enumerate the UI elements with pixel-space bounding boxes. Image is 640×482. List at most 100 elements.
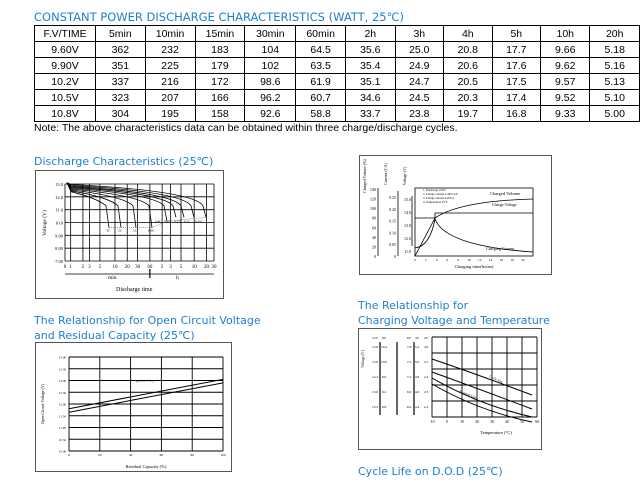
curve-label: 0.17C bbox=[174, 220, 183, 224]
x-tick: 20 bbox=[475, 420, 479, 424]
x-tick: 40 bbox=[129, 453, 133, 457]
h-label: h bbox=[176, 275, 179, 281]
tick: 12.0 bbox=[404, 236, 411, 241]
x-tick: 5 bbox=[180, 265, 183, 270]
y-tick: 10.00 bbox=[59, 450, 67, 454]
table-cell: 5.16 bbox=[589, 57, 640, 74]
voltage-tick: 15.6 bbox=[372, 345, 378, 349]
x-tick: 30 bbox=[212, 265, 218, 270]
x-tick: 8 bbox=[457, 258, 459, 262]
table-cell: 172 bbox=[194, 73, 246, 90]
voltage-tick: 4.8 bbox=[415, 375, 420, 379]
table-cell: 337 bbox=[95, 73, 146, 90]
cutoff-line bbox=[109, 217, 207, 228]
table-cell: 16.8 bbox=[491, 105, 542, 122]
y-tick: 7.00 bbox=[55, 259, 64, 264]
column-head: 4V bbox=[415, 336, 420, 340]
y-tick: 12.50 bbox=[59, 391, 67, 395]
x-tick: 50 bbox=[520, 420, 524, 424]
voltage-tick: 7.5 bbox=[407, 360, 412, 364]
discharge-curve bbox=[66, 182, 168, 222]
table-cell: 9.57 bbox=[540, 73, 591, 90]
x-tick: 30 bbox=[135, 265, 141, 270]
x-tick: 0 bbox=[68, 453, 70, 457]
float-upper bbox=[431, 377, 533, 418]
discharge-curve bbox=[66, 182, 177, 218]
discharge-title: Discharge Characteristics (25℃) bbox=[34, 155, 214, 168]
tick: 0.15 bbox=[389, 219, 396, 224]
column-head: 2V bbox=[424, 336, 429, 340]
table-row: 9.60V 362 232 183 104 64.5 35.6 25.0 20.8 17.7 9.6… bbox=[33, 41, 640, 58]
voltage-tick: 7.2 bbox=[407, 375, 412, 379]
x-tick: 2 bbox=[161, 265, 164, 270]
cycle-lower bbox=[431, 371, 533, 410]
band-label: Floating Use bbox=[459, 389, 478, 400]
column-head: 12V bbox=[372, 336, 379, 340]
x-axis-label: Temperature (°C) bbox=[480, 430, 512, 435]
table-cell: 216 bbox=[144, 73, 196, 90]
y-tick: 8.00 bbox=[55, 246, 64, 251]
tick: 140 bbox=[370, 187, 376, 192]
table-cell: 60.7 bbox=[295, 89, 347, 106]
x-axis-label: Discharge time bbox=[116, 287, 153, 293]
condition: 3. Charge current 0.20CA bbox=[423, 196, 455, 200]
column-head: 6V bbox=[407, 336, 412, 340]
tick: 100 bbox=[370, 206, 376, 211]
tick: 14.0 bbox=[404, 210, 411, 215]
tick: 0 bbox=[394, 254, 396, 259]
row-voltage: 10.8V bbox=[33, 105, 97, 122]
tick: 15.0 bbox=[404, 197, 411, 202]
tick: 20 bbox=[372, 244, 376, 249]
column-header: 3h bbox=[394, 25, 445, 42]
ocv-title-line2: and Residual Capacity (25℃) bbox=[34, 329, 195, 342]
column-header: 10h bbox=[540, 25, 591, 42]
band-label: Cycle Use bbox=[489, 374, 504, 384]
x-tick: 6 bbox=[447, 258, 449, 262]
y-tick: 13.50 bbox=[59, 367, 67, 371]
table-row: 10.8V 304 195 158 92.6 58.8 33.7 23.8 19.7 16.8 9.… bbox=[33, 105, 640, 122]
column-header: 60min bbox=[295, 25, 347, 42]
table-cell: 183 bbox=[194, 41, 246, 58]
table-cell: 24.9 bbox=[394, 57, 445, 74]
tick: 120 bbox=[370, 197, 376, 202]
voltage-tick: 15.0 bbox=[372, 360, 378, 364]
cycle-life-title: Cycle Life on D.O.D (25℃) bbox=[358, 465, 503, 478]
ocv-chart: 14.00 13.50 13.00 12.50 12.00 11.50 11.00 10.50… bbox=[35, 342, 232, 472]
axis-title: Current (CA) bbox=[383, 163, 388, 185]
x-tick: 60 bbox=[535, 420, 539, 424]
discharge-chart-svg: 13.012.011.010.09.008.007.000 1 2 3 5 10 20 30 6… bbox=[41, 182, 218, 293]
ocv-upper-line bbox=[68, 378, 224, 410]
table-cell: 17.5 bbox=[491, 73, 542, 90]
y-tick: 10.0 bbox=[55, 221, 64, 226]
table-cell: 20.8 bbox=[443, 41, 493, 58]
y-tick: 11.00 bbox=[59, 426, 66, 430]
y-tick: 13.0 bbox=[55, 182, 64, 187]
table-cell: 5.18 bbox=[589, 41, 640, 58]
y-axis-label: Voltage (V) bbox=[361, 349, 365, 367]
x-tick: 12 bbox=[478, 258, 482, 262]
voltage-label: Charge Voltage bbox=[492, 202, 517, 207]
voltage-tick: 4.4 bbox=[415, 405, 420, 409]
voltage-tick: 4.6 bbox=[415, 390, 420, 394]
y-tick: 12.0 bbox=[55, 195, 64, 200]
y-tick: 11.0 bbox=[55, 208, 63, 213]
table-cell: 19.7 bbox=[443, 105, 493, 122]
voltage-tick: 13.8 bbox=[372, 390, 378, 394]
table-row: 10.2V 337 216 172 98.6 61.9 35.1 24.7 20.5 17.5 9.… bbox=[33, 73, 640, 90]
table-cell: 24.5 bbox=[394, 89, 445, 106]
tick: 11.0 bbox=[404, 249, 411, 254]
tick: 13.0 bbox=[404, 223, 411, 228]
voltage-tick: 7.8 bbox=[407, 345, 412, 349]
table-cell: 351 bbox=[95, 57, 146, 74]
table-cell: 58.8 bbox=[295, 105, 347, 122]
curve-label: 0.1C bbox=[184, 220, 191, 224]
axis-title: Voltage (V) bbox=[402, 166, 407, 185]
x-tick: 20 bbox=[125, 265, 131, 270]
discharge-curve bbox=[66, 182, 137, 228]
x-axis-label: Charging time(hours) bbox=[455, 264, 494, 269]
x-tick: 30 bbox=[490, 420, 494, 424]
table-cell: 35.1 bbox=[345, 73, 396, 90]
table-cell: 9.66 bbox=[540, 41, 591, 58]
table-cell: 195 bbox=[144, 105, 196, 122]
